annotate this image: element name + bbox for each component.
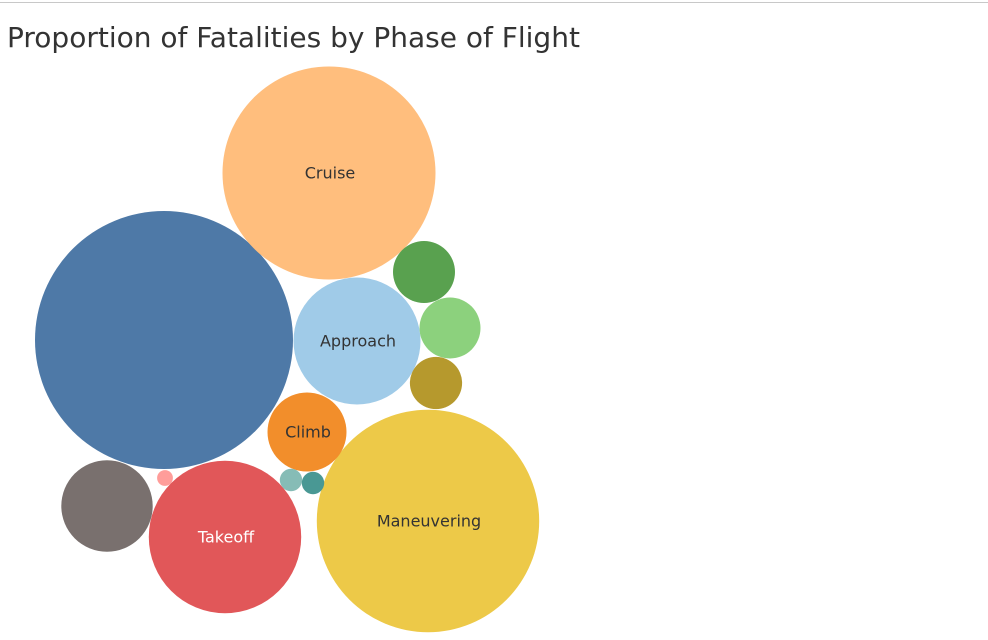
bubble-unlabeled-5[interactable] <box>61 460 153 552</box>
bubble-unlabeled-10[interactable] <box>279 468 303 492</box>
bubble-unlabeled-8[interactable] <box>419 297 481 359</box>
bubble-takeoff[interactable] <box>148 460 302 614</box>
bubble-label-maneuvering: Maneuvering <box>377 512 481 531</box>
chart-title: Proportion of Fatalities by Phase of Fli… <box>7 21 580 54</box>
bubble-label-climb: Climb <box>285 423 331 442</box>
bubble-label-takeoff: Takeoff <box>197 528 255 547</box>
bubble-label-cruise: Cruise <box>305 164 356 183</box>
bubble-cruise[interactable] <box>222 66 436 280</box>
bubble-unlabeled-11[interactable] <box>301 471 325 495</box>
bubble-maneuvering[interactable] <box>316 409 540 633</box>
bubble-unlabeled-9[interactable] <box>409 356 463 410</box>
top-divider <box>0 2 988 3</box>
bubble-approach[interactable] <box>293 277 421 405</box>
bubble-unlabeled-0[interactable] <box>35 211 293 469</box>
bubble-unlabeled-12[interactable] <box>157 470 173 486</box>
bubble-climb[interactable] <box>267 392 347 472</box>
bubble-label-approach: Approach <box>320 332 396 351</box>
bubble-unlabeled-7[interactable] <box>393 241 455 303</box>
